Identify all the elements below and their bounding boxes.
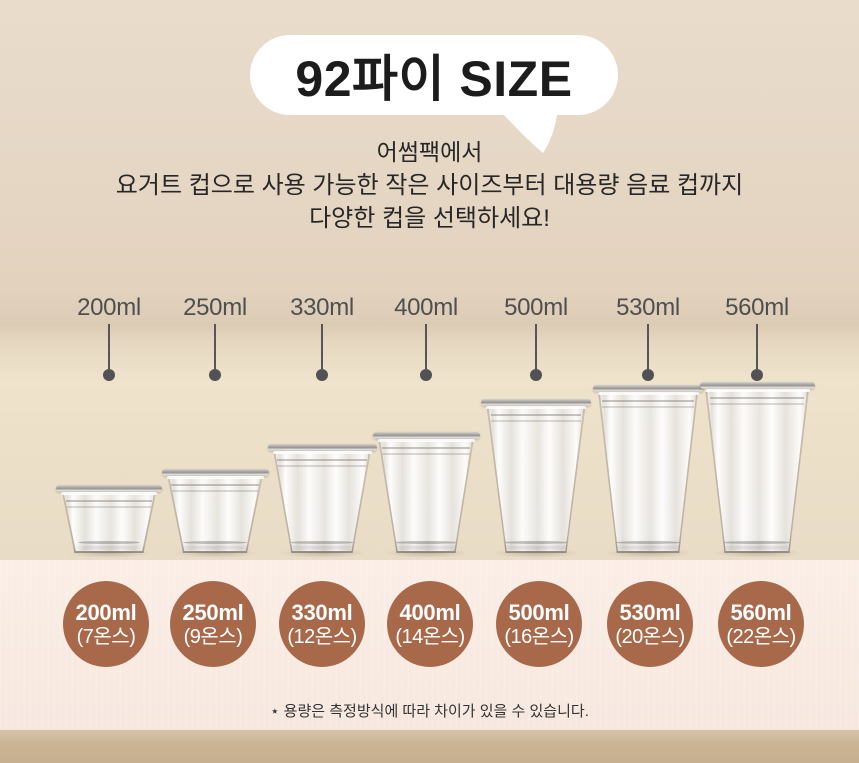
badge-volume: 560ml	[730, 599, 792, 625]
cup-inner	[168, 473, 262, 551]
cup-rim	[56, 485, 162, 495]
pointer-line	[535, 324, 537, 369]
pointer-line	[756, 324, 758, 369]
cup-body	[166, 472, 264, 553]
cup-body	[597, 388, 699, 553]
pointer-dot	[530, 369, 542, 381]
badge-ounces: (22온스)	[726, 625, 796, 648]
cup-rim	[699, 382, 815, 392]
cup-size-label: 400ml	[394, 294, 458, 321]
cup-body	[377, 435, 475, 553]
cup-size-label: 200ml	[77, 294, 141, 321]
page-title: 92파이 SIZE	[295, 51, 573, 107]
cup-photo	[51, 485, 167, 560]
cup-inner	[488, 403, 584, 551]
pointer-dot	[642, 369, 654, 381]
size-badge: 330ml (12온스)	[279, 581, 365, 667]
intro-line: 요거트 컵으로 사용 가능한 작은 사이즈부터 대용량 음료 컵까지	[115, 172, 744, 199]
cup-body	[61, 488, 157, 553]
cup-inner	[379, 436, 473, 551]
pointer-line	[214, 324, 216, 369]
cup-size-label: 560ml	[725, 294, 789, 321]
bubble-tail-icon	[498, 109, 558, 153]
intro-line: 다양한 컵을 선택하세요!	[309, 205, 550, 232]
badge-volume: 530ml	[619, 599, 681, 625]
pointer-dot	[209, 369, 221, 381]
cup-photo	[476, 399, 596, 560]
cups-row: 200ml 250ml 330ml	[51, 294, 820, 560]
pointer-dot	[316, 369, 328, 381]
cup-size-label: 330ml	[290, 294, 354, 321]
badge-volume: 500ml	[508, 599, 570, 625]
cup-photo	[694, 382, 820, 560]
bottom-strip	[0, 728, 859, 763]
footnote: ⋆ 용량은 측정방식에 따라 차이가 있을 수 있습니다.	[270, 703, 589, 720]
cup-size-label: 250ml	[183, 294, 247, 321]
cup-rim	[372, 432, 480, 442]
size-badge: 560ml (22온스)	[718, 581, 804, 667]
badge-ounces: (12온스)	[287, 625, 357, 648]
badge-ounces: (9온스)	[183, 625, 243, 648]
size-badge-band: 200ml (7온스) 250ml (9온스) 330ml (12온스) 400…	[0, 560, 859, 728]
cup-photo	[587, 385, 709, 560]
size-badge: 500ml (16온스)	[496, 581, 582, 667]
cup-photo	[156, 469, 274, 560]
badge-ounces: (20온스)	[615, 625, 685, 648]
pointer-line	[108, 324, 110, 369]
badge-volume: 250ml	[182, 599, 244, 625]
title-bubble: 92파이 SIZE	[250, 35, 618, 115]
badge-ounces: (7온스)	[76, 625, 136, 648]
size-badge: 250ml (9온스)	[170, 581, 256, 667]
size-badge: 530ml (20온스)	[607, 581, 693, 667]
cup-photo	[262, 444, 382, 560]
cup-inner	[274, 448, 370, 551]
badge-volume: 330ml	[291, 599, 353, 625]
cup-body	[486, 402, 586, 553]
cup-rim	[161, 469, 269, 479]
pointer-dot	[420, 369, 432, 381]
cup-rim	[592, 385, 704, 395]
cup-body	[704, 385, 810, 553]
cup-size-label: 500ml	[504, 294, 568, 321]
cup-photo	[367, 432, 485, 560]
cup-rim	[481, 399, 591, 409]
size-badge: 400ml (14온스)	[387, 581, 473, 667]
cup-inner	[706, 386, 808, 551]
pointer-dot	[103, 369, 115, 381]
badge-volume: 400ml	[399, 599, 461, 625]
cup-body	[272, 447, 372, 553]
cup-size-label: 530ml	[616, 294, 680, 321]
cup-rim	[267, 444, 377, 454]
pointer-dot	[751, 369, 763, 381]
badge-ounces: (16온스)	[504, 625, 574, 648]
badge-volume: 200ml	[75, 599, 137, 625]
badge-ounces: (14온스)	[395, 625, 465, 648]
size-badge: 200ml (7온스)	[63, 581, 149, 667]
intro-line: 어썸팩에서	[376, 139, 483, 165]
cup-inner	[63, 489, 155, 551]
intro-text: 어썸팩에서 요거트 컵으로 사용 가능한 작은 사이즈부터 대용량 음료 컵까지…	[0, 136, 859, 235]
pointer-line	[321, 324, 323, 369]
pointer-line	[425, 324, 427, 369]
pointer-line	[647, 324, 649, 369]
cup-inner	[599, 389, 697, 551]
